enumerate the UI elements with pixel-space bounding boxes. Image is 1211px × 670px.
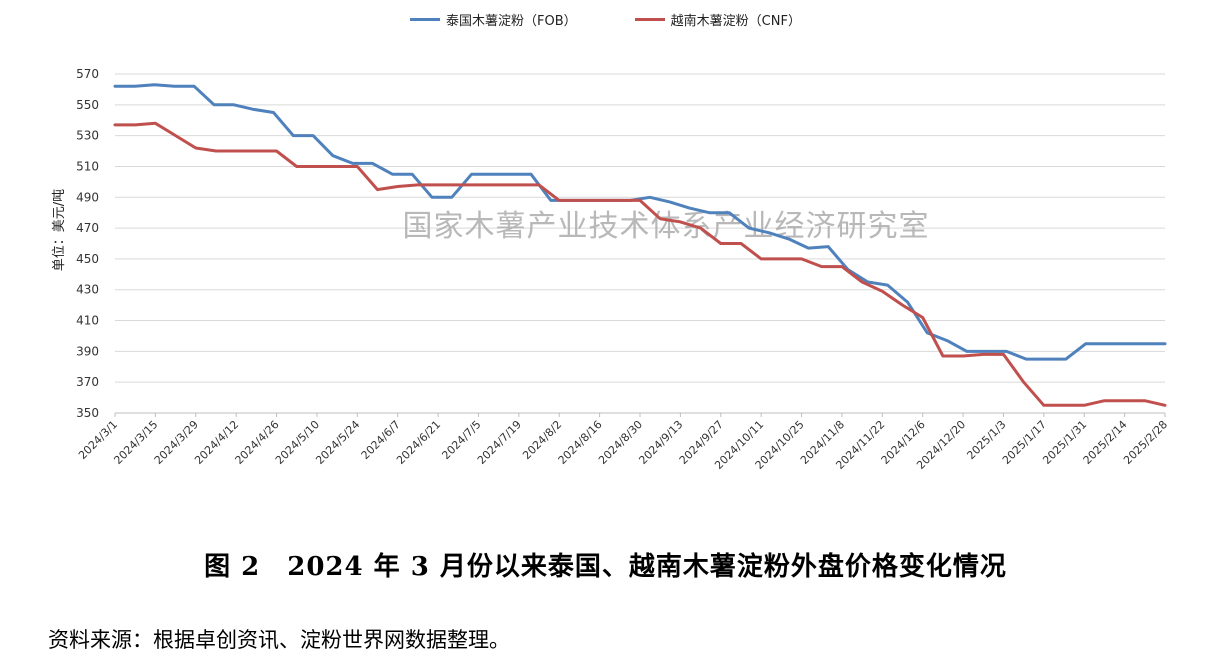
y-tick-label: 390 (76, 344, 99, 358)
chart-legend: 泰国木薯淀粉（FOB） 越南木薯淀粉（CNF） (0, 10, 1211, 29)
legend-label-vietnam: 越南木薯淀粉（CNF） (670, 14, 801, 29)
y-tick-label: 410 (76, 314, 99, 328)
y-tick-label: 430 (76, 283, 99, 297)
x-tick-label: 2025/2/28 (1121, 418, 1170, 467)
legend-swatch-thailand (410, 18, 441, 21)
series-line-vietnam (113, 121, 1167, 407)
legend-item-vietnam: 越南木薯淀粉（CNF） (634, 10, 801, 29)
y-tick-label: 450 (76, 252, 99, 266)
y-tick-label: 370 (76, 375, 99, 389)
legend-swatch-vietnam (634, 18, 665, 21)
chart-plot: 350 370 390 410 430 450 470 490 510 530 550 570 2024… (52, 67, 1170, 472)
source-note: 资料来源：根据卓创资讯、淀粉世界网数据整理。 (48, 628, 510, 652)
y-tick-label: 470 (76, 221, 99, 235)
y-axis-label: 单位：美元/吨 (52, 189, 67, 271)
y-tick-label: 530 (76, 129, 99, 143)
price-line-chart: 泰国木薯淀粉（FOB） 越南木薯淀粉（CNF） 350 370 390 410 430 4… (0, 10, 1211, 472)
y-tick-label: 510 (76, 159, 99, 173)
series-line-thailand (113, 83, 1167, 361)
legend-label-thailand: 泰国木薯淀粉（FOB） (446, 14, 577, 29)
x-tick-label: 2024/7/19 (475, 418, 524, 467)
y-tick-label: 570 (76, 67, 99, 81)
watermark: 国家木薯产业技术体系产业经济研究室 (403, 209, 930, 244)
legend-item-thailand: 泰国木薯淀粉（FOB） (410, 10, 577, 29)
figure-caption: 图 2 2024 年 3 月份以来泰国、越南木薯淀粉外盘价格变化情况 (204, 552, 1007, 582)
y-tick-label: 550 (76, 98, 99, 112)
y-tick-label: 350 (76, 406, 99, 420)
y-tick-label: 490 (76, 190, 99, 204)
x-tick-label: 2024/6/21 (394, 418, 443, 467)
x-tick-label: 2024/5/24 (313, 418, 362, 467)
